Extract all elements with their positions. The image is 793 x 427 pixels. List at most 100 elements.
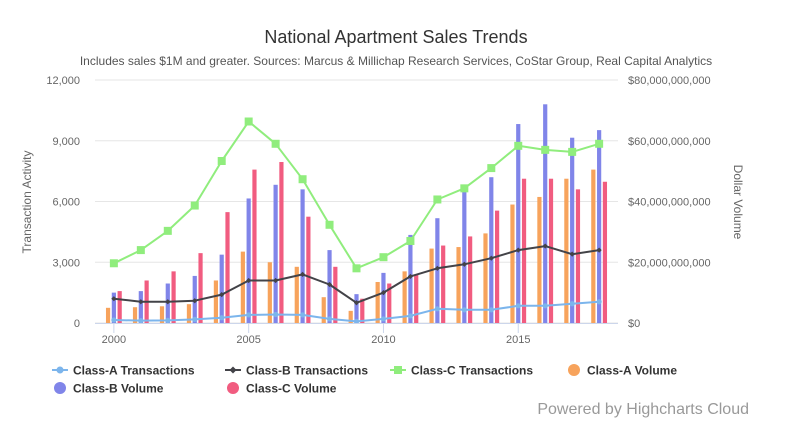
point-class-a-transactions (219, 315, 225, 321)
point-class-b-transactions (596, 247, 602, 253)
point-class-b-transactions (407, 273, 414, 280)
bar-class-b-volume (597, 130, 602, 323)
point-class-a-transactions (273, 311, 279, 318)
point-class-b-transactions (515, 247, 521, 253)
point-class-a-transactions (246, 312, 252, 318)
bar-class-a-volume (429, 248, 434, 323)
bar-class-c-volume (198, 253, 203, 323)
point-class-b-transactions (542, 243, 548, 249)
bar-class-a-volume (483, 233, 488, 323)
bar-class-c-volume (494, 210, 500, 323)
point-class-b-transactions (434, 265, 440, 271)
legend-item-class-a-transactions[interactable]: Class-A Transactions (52, 364, 195, 378)
axes: 0 3,000 6,000 9,000 12,000 $0 $20,000,000,000 $… (46, 75, 710, 346)
bar-class-c-volume (306, 216, 311, 323)
point-class-a-transactions (407, 313, 414, 319)
x-tick-label: 2005 (236, 334, 260, 346)
right-tick-label: $20,000,000,000 (628, 257, 711, 269)
point-class-a-transactions (515, 303, 521, 309)
bar-class-b-volume (111, 292, 116, 323)
x-tick-label: 2000 (102, 334, 126, 346)
point-class-b-transactions (461, 261, 467, 267)
point-class-b-transactions (192, 298, 198, 304)
bar-class-a-volume (402, 271, 407, 323)
bar-class-c-volume (575, 189, 581, 323)
credits-label[interactable]: Powered by Highcharts Cloud (537, 401, 749, 418)
legend-item-class-c-volume[interactable]: Class-C Volume (227, 382, 337, 396)
legend-item-class-b-volume[interactable]: Class-B Volume (54, 382, 164, 396)
bar-class-b-volume (273, 184, 278, 323)
bar-class-c-volume (225, 212, 230, 323)
point-class-c-transactions (514, 141, 523, 150)
point-class-a-transactions (542, 303, 548, 309)
chart-subtitle: Includes sales $1M and greater. Sources:… (80, 54, 712, 68)
legend-item-class-a-volume[interactable]: Class-A Volume (568, 364, 677, 378)
point-class-a-transactions (461, 307, 467, 313)
point-class-a-transactions (138, 317, 144, 324)
legend-label: Class-B Transactions (246, 364, 368, 378)
point-class-a-transactions (326, 316, 333, 322)
bar-class-c-volume (548, 178, 554, 323)
bar-class-c-volume (414, 274, 419, 323)
legend-label: Class-C Volume (246, 382, 337, 396)
point-class-c-transactions (460, 184, 469, 193)
bar-class-a-volume (132, 307, 138, 323)
point-class-a-transactions (111, 317, 117, 323)
chart-title: National Apartment Sales Trends (264, 27, 527, 47)
point-class-b-transactions (246, 277, 252, 284)
left-tick-label: 3,000 (52, 257, 80, 269)
legend-symbol-marker (229, 366, 237, 374)
right-tick-label: $0 (628, 318, 640, 330)
point-class-b-transactions (219, 292, 225, 298)
point-class-c-transactions (244, 117, 253, 126)
column-series (105, 104, 608, 323)
bar-class-b-volume (381, 272, 386, 323)
x-tick-label: 2015 (506, 334, 530, 346)
legend-item-class-c-transactions[interactable]: Class-C Transactions (390, 364, 533, 378)
point-class-c-transactions (406, 236, 415, 245)
bar-class-b-volume (246, 198, 251, 323)
point-class-c-transactions (271, 139, 280, 148)
legend-item-class-b-transactions[interactable]: Class-B Transactions (225, 364, 368, 378)
legend-label: Class-C Transactions (411, 364, 533, 378)
point-class-c-transactions (433, 195, 442, 204)
bar-class-b-volume (219, 254, 224, 323)
bar-class-b-volume (354, 294, 359, 323)
point-class-c-transactions (136, 246, 145, 255)
point-class-b-transactions (111, 296, 117, 302)
right-tick-label: $60,000,000,000 (628, 136, 711, 148)
legend-symbol-marker (56, 366, 64, 374)
bar-class-a-volume (186, 304, 192, 323)
point-class-a-transactions (380, 316, 387, 322)
legend-label: Class-A Volume (587, 364, 677, 378)
bar-class-a-volume (267, 262, 272, 323)
bar-class-a-volume (240, 251, 245, 323)
bar-class-c-volume (468, 236, 473, 323)
point-class-a-transactions (165, 317, 171, 323)
bar-class-c-volume (360, 298, 365, 323)
line-series (109, 117, 604, 324)
x-tick-label: 2010 (371, 334, 395, 346)
point-class-c-transactions (379, 253, 388, 262)
point-class-b-transactions (165, 299, 171, 305)
bar-class-b-volume (462, 184, 467, 323)
left-tick-label: 0 (74, 318, 80, 330)
point-class-c-transactions (190, 201, 199, 210)
bar-class-a-volume (348, 310, 353, 323)
bar-class-c-volume (171, 271, 176, 323)
bar-class-a-volume (159, 306, 165, 323)
bar-class-b-volume (543, 104, 548, 323)
bar-class-c-volume (441, 245, 446, 323)
bar-class-b-volume (138, 291, 143, 323)
point-class-b-transactions (353, 300, 360, 306)
legend-symbol-marker (394, 366, 402, 374)
bar-class-c-volume (333, 266, 338, 323)
point-class-b-transactions (326, 281, 333, 288)
legend: Class-A Transactions Class-B Transactions… (52, 364, 677, 396)
point-class-a-transactions (192, 316, 198, 322)
bar-class-b-volume (300, 189, 305, 323)
point-class-b-transactions (488, 255, 494, 261)
point-class-a-transactions (434, 306, 440, 312)
point-class-a-transactions (353, 318, 360, 324)
